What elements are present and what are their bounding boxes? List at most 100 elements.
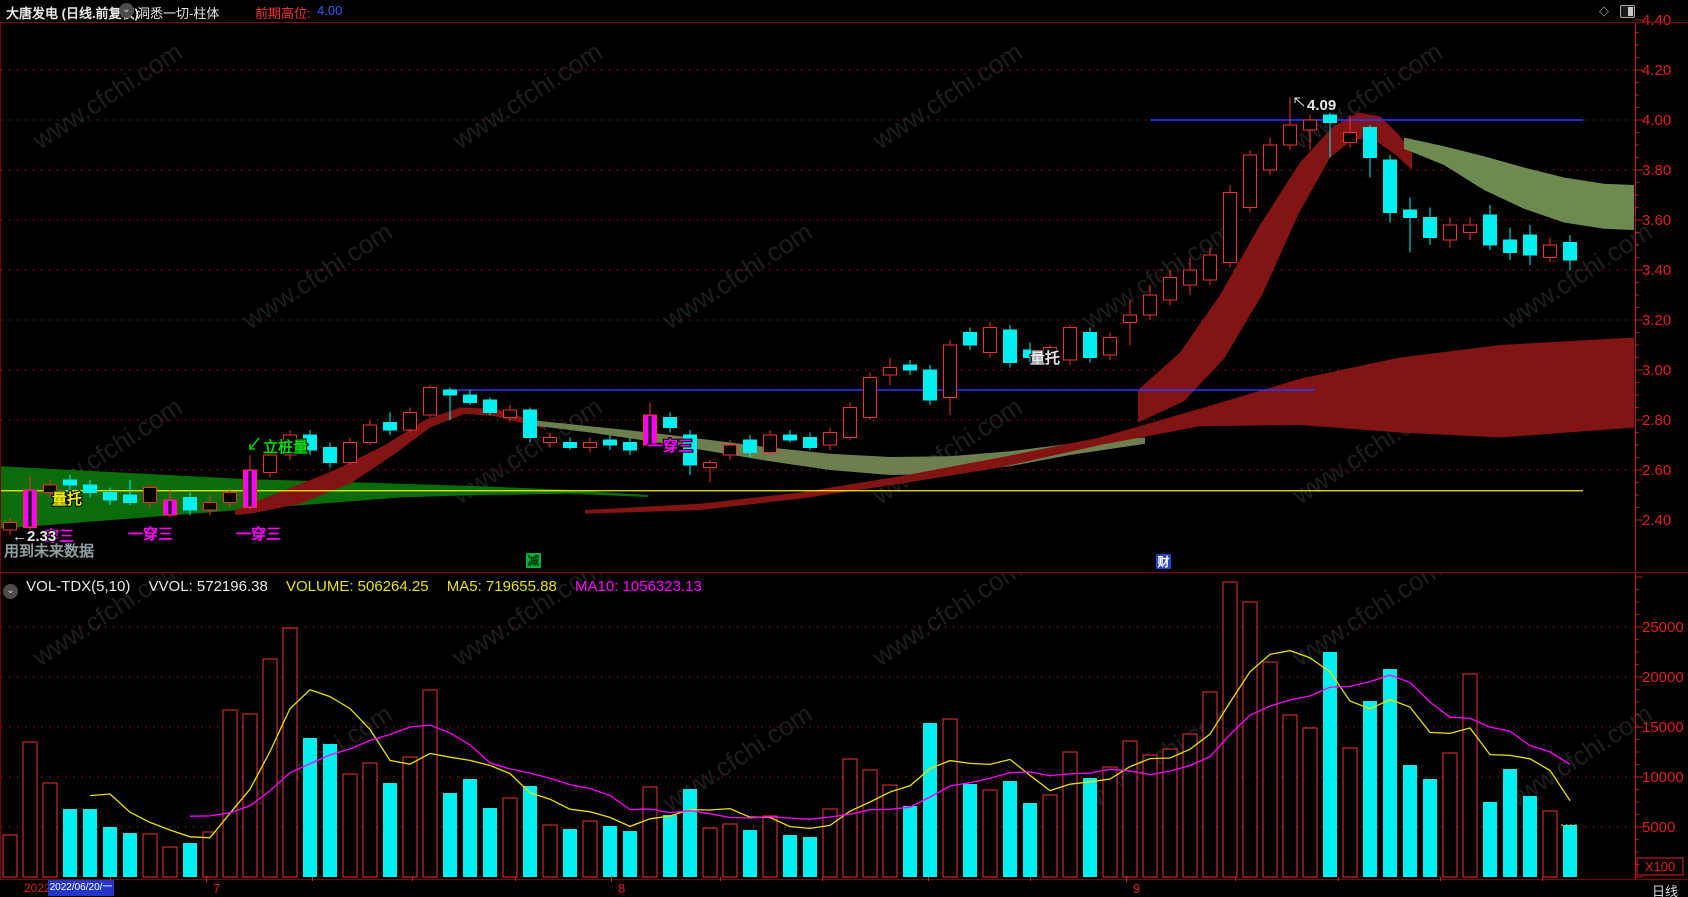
volume-bar[interactable]: [303, 738, 317, 877]
candle-body[interactable]: [63, 479, 77, 486]
candle-body[interactable]: [883, 367, 897, 376]
volume-bar[interactable]: [822, 808, 838, 878]
candle-body[interactable]: [623, 442, 637, 451]
candle-body[interactable]: [523, 409, 537, 438]
volume-bar[interactable]: [422, 689, 438, 878]
candle-body[interactable]: [123, 494, 137, 503]
candle-body[interactable]: [403, 412, 417, 431]
volume-bar[interactable]: [702, 827, 718, 878]
volume-bar[interactable]: [1503, 769, 1517, 877]
candle-body[interactable]: [503, 409, 517, 418]
candle-body[interactable]: [463, 394, 477, 403]
candle-body[interactable]: [1503, 239, 1517, 253]
candle-body[interactable]: [1443, 224, 1457, 241]
volume-bar[interactable]: [2, 834, 18, 878]
volume-bar[interactable]: [22, 741, 38, 878]
candle-body[interactable]: [183, 497, 197, 511]
event-marker-badge[interactable]: 减: [526, 553, 541, 568]
volume-bar[interactable]: [1563, 825, 1577, 877]
candle-body[interactable]: [1103, 337, 1117, 356]
diamond-icon[interactable]: ◇: [1599, 3, 1609, 18]
volume-bar[interactable]: [1462, 673, 1478, 878]
candle-body[interactable]: [1323, 114, 1337, 123]
candle-body[interactable]: [1483, 214, 1497, 246]
volume-bar[interactable]: [1523, 796, 1537, 877]
candle-body[interactable]: [483, 399, 497, 413]
candle-body[interactable]: [963, 332, 977, 346]
volume-bar[interactable]: [42, 782, 58, 878]
candle-body[interactable]: [1303, 119, 1317, 131]
candle-body[interactable]: [1083, 332, 1097, 358]
candle-body[interactable]: [303, 434, 317, 451]
volume-bar[interactable]: [162, 846, 178, 878]
candle-body[interactable]: [783, 434, 797, 441]
volume-bar[interactable]: [222, 709, 238, 878]
volume-bar[interactable]: [903, 806, 917, 877]
volume-bar[interactable]: [463, 779, 477, 877]
volume-bar[interactable]: [862, 769, 878, 878]
candle-body[interactable]: [143, 487, 157, 503]
candle-body[interactable]: [763, 434, 777, 453]
volume-bar[interactable]: [1222, 581, 1238, 878]
candle-body[interactable]: [283, 434, 297, 456]
volume-bar[interactable]: [1282, 714, 1298, 878]
candle-body[interactable]: [663, 417, 677, 428]
volume-bar[interactable]: [942, 718, 958, 878]
candle-body[interactable]: [1223, 192, 1237, 263]
volume-bar[interactable]: [262, 658, 278, 878]
candle-body[interactable]: [1003, 329, 1017, 363]
candle-body[interactable]: [843, 407, 857, 438]
volume-bar[interactable]: [83, 809, 97, 877]
volume-bar[interactable]: [1442, 752, 1458, 878]
volume-bar[interactable]: [123, 833, 137, 877]
volume-bar[interactable]: [982, 789, 998, 878]
volume-bar[interactable]: [542, 824, 558, 878]
volume-bar[interactable]: [502, 797, 518, 878]
volume-bar[interactable]: [142, 833, 158, 878]
candle-body[interactable]: [423, 387, 437, 416]
volume-bar[interactable]: [563, 829, 577, 877]
volume-bar[interactable]: [1142, 754, 1158, 878]
candle-body[interactable]: [1143, 294, 1157, 316]
volume-bar[interactable]: [342, 773, 358, 878]
volume-bar[interactable]: [963, 784, 977, 877]
candle-body[interactable]: [983, 327, 997, 353]
volume-bar[interactable]: [1342, 747, 1358, 878]
volume-bar[interactable]: [362, 762, 378, 878]
candle-body[interactable]: [363, 424, 377, 443]
volume-bar[interactable]: [1042, 794, 1058, 878]
candle-body[interactable]: [1523, 234, 1537, 256]
volume-bar[interactable]: [623, 831, 637, 877]
candle-body[interactable]: [1563, 242, 1577, 261]
candle-body[interactable]: [1023, 349, 1037, 358]
volume-bar[interactable]: [1202, 691, 1218, 878]
volume-bar[interactable]: [722, 823, 738, 878]
candle-body[interactable]: [43, 484, 57, 493]
event-marker-badge[interactable]: 财: [1156, 554, 1171, 569]
candle-body[interactable]: [923, 369, 937, 401]
volume-bar[interactable]: [803, 837, 817, 877]
volume-bar[interactable]: [1403, 765, 1417, 877]
volume-bar[interactable]: [1383, 669, 1397, 877]
candle-body[interactable]: [1463, 224, 1477, 233]
candle-body[interactable]: [1123, 314, 1137, 323]
volume-bar[interactable]: [762, 815, 778, 878]
candle-body[interactable]: [943, 344, 957, 398]
candle-body[interactable]: [823, 432, 837, 446]
volume-bar[interactable]: [1003, 781, 1017, 877]
candle-body[interactable]: [1043, 347, 1057, 356]
volume-bar[interactable]: [923, 723, 937, 877]
candle-body[interactable]: [863, 377, 877, 418]
volume-bar[interactable]: [1302, 727, 1318, 878]
volume-bar[interactable]: [1483, 802, 1497, 877]
volume-bar[interactable]: [1323, 652, 1337, 877]
candle-body[interactable]: [1243, 154, 1257, 208]
volume-bar[interactable]: [582, 820, 598, 878]
volume-bar[interactable]: [202, 831, 218, 878]
candle-body[interactable]: [903, 364, 917, 371]
volume-bar[interactable]: [683, 789, 697, 877]
volume-bar[interactable]: [523, 786, 537, 877]
candle-body[interactable]: [1543, 244, 1557, 258]
volume-chart-canvas[interactable]: www.cfchi.com www.cfchi.com www.cfchi.com w…: [0, 572, 1688, 880]
candle-body[interactable]: [1183, 269, 1197, 286]
